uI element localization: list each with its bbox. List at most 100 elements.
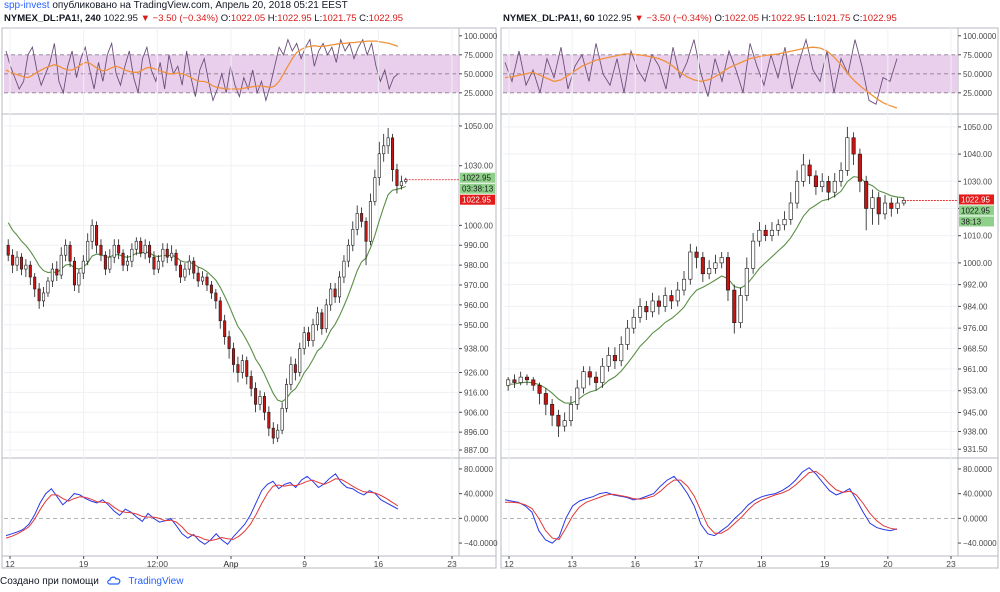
stoch-tick-label: −40.0000: [464, 539, 498, 548]
candle: [165, 243, 169, 264]
price-tick-label: 1050.00: [963, 123, 992, 132]
candle-body: [311, 324, 315, 341]
author-link[interactable]: spp-invest: [4, 0, 50, 11]
candle: [302, 326, 306, 355]
candle-body: [302, 332, 306, 349]
low-value: 1021.75: [322, 13, 357, 24]
candle-body: [757, 229, 762, 242]
candle: [90, 219, 94, 250]
candle: [223, 314, 227, 345]
candle-body: [732, 289, 737, 324]
candle-body: [870, 197, 875, 209]
charts-canvas[interactable]: 100.0000 75.0000 50.0000 25.0000 1050.00 1030…: [0, 0, 1000, 572]
candle: [130, 243, 134, 268]
candle-body: [399, 181, 403, 186]
candle-body: [307, 332, 311, 341]
candle-body: [134, 240, 138, 250]
candle: [568, 396, 573, 427]
candle: [719, 252, 724, 269]
candle: [37, 283, 41, 309]
moving-average-line: [508, 176, 904, 404]
stoch-tick-label: 0.0000: [963, 514, 988, 523]
time-tick-label: 19: [820, 559, 830, 569]
candle-body: [625, 327, 630, 345]
price-tick-label: 990.00: [464, 241, 489, 250]
candle: [351, 221, 355, 252]
candle: [757, 222, 762, 247]
price-tick-label: 961.00: [963, 365, 988, 374]
stoch-k-line: [5, 473, 399, 545]
candle: [776, 219, 781, 236]
candle-body: [395, 169, 399, 186]
candle-body: [644, 306, 649, 313]
candle-body: [857, 153, 862, 182]
stoch-d-line: [5, 478, 399, 542]
candle-body: [795, 180, 800, 204]
price-tick-label: 896.00: [464, 428, 489, 437]
price-tick-label: 938.00: [963, 428, 988, 437]
price-label: 1022.95: [462, 174, 491, 183]
candle-body: [50, 268, 54, 282]
rsi-tick-label: 100.0000: [963, 32, 997, 41]
candle-body: [600, 365, 605, 383]
candle-body: [64, 244, 68, 256]
symbol-label: NYMEX_DL:PA1!, 240: [4, 13, 101, 24]
high-value: 1022.95: [771, 13, 806, 24]
candle-body: [675, 289, 680, 302]
tradingview-cloud-icon: [106, 576, 121, 585]
candle-body: [373, 177, 377, 202]
candle: [386, 127, 390, 154]
candle-body: [776, 224, 781, 231]
candle-body: [11, 254, 15, 266]
candle-body: [333, 288, 337, 298]
candle-body: [882, 202, 888, 215]
price-tick-label: 1030.00: [963, 177, 992, 186]
candle: [656, 295, 661, 315]
stoch-tick-label: 40.0000: [464, 490, 493, 499]
candle: [187, 255, 191, 276]
price-tick-label: 984.00: [963, 302, 988, 311]
price-tick-label: 1050.00: [464, 122, 493, 131]
tradingview-brand[interactable]: TradingView: [128, 576, 184, 587]
candle-body: [751, 240, 756, 269]
candle-body: [700, 257, 705, 275]
candle-body: [826, 180, 831, 193]
candle: [832, 173, 837, 198]
candle-body: [315, 312, 319, 326]
candle-body: [37, 288, 41, 302]
candle-body: [42, 292, 46, 302]
candle: [669, 290, 674, 310]
candle: [638, 298, 643, 323]
rsi-line: [504, 37, 898, 105]
candle-body: [606, 355, 611, 367]
candle: [681, 271, 687, 296]
candle: [524, 374, 530, 386]
candle: [311, 318, 315, 347]
price-tick-label: 926.00: [464, 368, 489, 377]
candle: [254, 382, 258, 413]
candle: [196, 267, 200, 287]
stoch-k-line: [504, 467, 898, 544]
candle: [55, 261, 59, 282]
footer: Создано при помощи TradingView: [0, 572, 1000, 592]
candle-body: [342, 260, 346, 278]
price-tick-label: 945.00: [963, 408, 988, 417]
candle-body: [360, 213, 364, 222]
candle-body: [377, 153, 381, 178]
rsi-tick-label: 25.0000: [464, 89, 493, 98]
candle: [205, 273, 209, 291]
candle: [531, 377, 536, 391]
candle: [688, 243, 693, 285]
candle: [201, 271, 205, 286]
candle-body: [568, 404, 573, 421]
candle-body: [236, 364, 240, 373]
candle: [81, 255, 85, 280]
candle-body: [148, 244, 152, 258]
price-label: 03:38:13: [462, 185, 494, 194]
candle-body: [531, 379, 536, 386]
candle-body: [223, 320, 227, 338]
rsi-tick-label: 50.0000: [464, 70, 493, 79]
candle: [324, 298, 328, 333]
candle: [346, 239, 350, 268]
candle-body: [258, 396, 262, 405]
